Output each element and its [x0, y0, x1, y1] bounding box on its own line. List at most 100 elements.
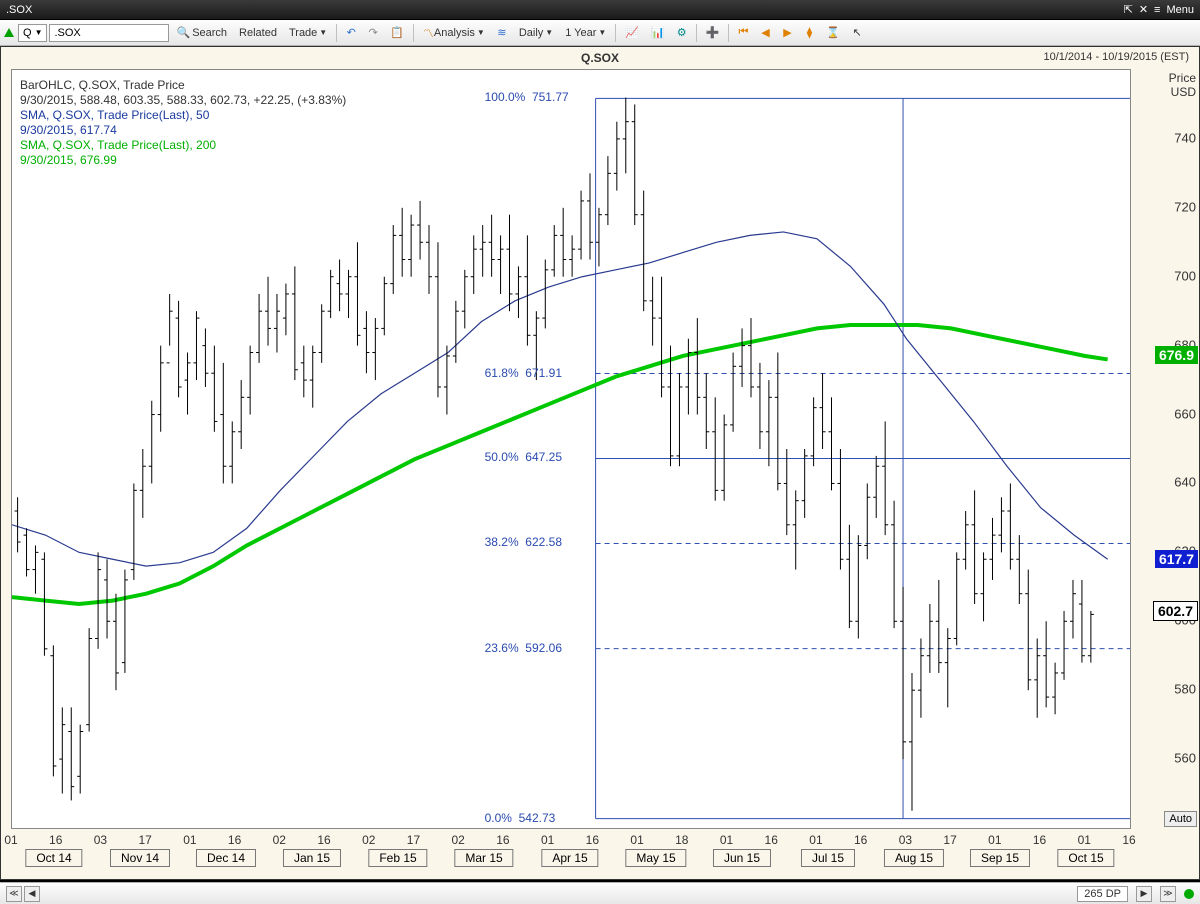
- x-tick-day: 16: [228, 833, 241, 847]
- search-button[interactable]: 🔍 Search: [171, 23, 232, 43]
- x-tick-day: 01: [541, 833, 554, 847]
- x-tick-day: 01: [4, 833, 17, 847]
- nav-first-button[interactable]: ⏮: [733, 23, 753, 43]
- date-range-label: 10/1/2014 - 10/19/2015 (EST): [1043, 51, 1189, 63]
- search-icon: 🔍: [176, 26, 190, 39]
- chart-svg: [12, 70, 1130, 828]
- x-tick-day: 17: [943, 833, 956, 847]
- x-tick-day: 01: [1078, 833, 1091, 847]
- y-tick: 640: [1174, 475, 1196, 490]
- redo-button[interactable]: ↷: [363, 23, 383, 43]
- connection-status-icon: [1184, 889, 1194, 899]
- y-axis-title: Price USD: [1169, 71, 1196, 99]
- y-tick: 560: [1174, 751, 1196, 766]
- x-tick-day: 02: [362, 833, 375, 847]
- up-arrow-icon: [4, 28, 14, 37]
- scroll-right-button[interactable]: ▶: [1136, 886, 1152, 902]
- x-axis: 01 16 03 17 01 16 02 16 02 17 02 16 01 16 01 18 01 16 01 16…: [11, 831, 1131, 879]
- y-tick: 720: [1174, 199, 1196, 214]
- symbol-input[interactable]: [49, 24, 169, 42]
- legend-ohlc-title: BarOHLC, Q.SOX, Trade Price: [20, 78, 346, 93]
- x-tick-month: Jan 15: [283, 849, 341, 867]
- fib-level-label: 100.0% 751.77: [485, 90, 569, 104]
- chart-type-button[interactable]: 📈: [620, 23, 644, 43]
- cursor-button[interactable]: ↖: [847, 23, 867, 43]
- nav-next-button[interactable]: ▶: [777, 23, 797, 43]
- legend-sma50-value: 9/30/2015, 617.74: [20, 123, 346, 138]
- x-tick-month: Aug 15: [884, 849, 944, 867]
- fib-level-label: 50.0% 647.25: [485, 450, 562, 464]
- undo-button[interactable]: ↶: [341, 23, 361, 43]
- x-tick-month: May 15: [625, 849, 686, 867]
- legend-ohlc-values: 9/30/2015, 588.48, 603.35, 588.33, 602.7…: [20, 93, 346, 108]
- nav-prev-button[interactable]: ◀: [755, 23, 775, 43]
- window-title: .SOX: [6, 4, 32, 16]
- x-tick-day: 01: [988, 833, 1001, 847]
- main-toolbar: Q ▼ 🔍 Search Related Trade▼ ↶ ↷ 📋 〽 Anal…: [0, 20, 1200, 46]
- price-flag: 602.7: [1153, 601, 1198, 621]
- legend-sma200-value: 9/30/2015, 676.99: [20, 153, 346, 168]
- window-titlebar: .SOX ⇱ ✕ ≡ Menu: [0, 0, 1200, 20]
- y-tick: 740: [1174, 130, 1196, 145]
- add-button[interactable]: ➕: [701, 23, 725, 43]
- menu-label[interactable]: Menu: [1166, 4, 1194, 16]
- x-tick-day: 16: [765, 833, 778, 847]
- x-tick-day: 18: [675, 833, 688, 847]
- x-tick-day: 16: [1122, 833, 1135, 847]
- scroll-left-button[interactable]: ◀: [24, 886, 40, 902]
- x-tick-day: 16: [496, 833, 509, 847]
- x-tick-month: Sep 15: [970, 849, 1030, 867]
- x-tick-month: Nov 14: [110, 849, 170, 867]
- x-tick-month: Jun 15: [713, 849, 771, 867]
- chart-container: Q.SOX 10/1/2014 - 10/19/2015 (EST) Price…: [0, 46, 1200, 880]
- y-tick: 700: [1174, 268, 1196, 283]
- quote-mode-selector[interactable]: Q ▼: [18, 24, 47, 42]
- indicator-button[interactable]: ≋: [492, 23, 512, 43]
- analysis-dropdown[interactable]: 〽 Analysis▼: [418, 23, 490, 43]
- x-tick-day: 16: [49, 833, 62, 847]
- x-tick-month: Oct 14: [25, 849, 82, 867]
- trade-dropdown[interactable]: Trade▼: [284, 23, 332, 43]
- related-button[interactable]: Related: [234, 23, 282, 43]
- popout-icon[interactable]: ⇱: [1124, 3, 1133, 16]
- scroll-left-fast-button[interactable]: ≪: [6, 886, 22, 902]
- x-tick-day: 16: [317, 833, 330, 847]
- x-tick-day: 02: [273, 833, 286, 847]
- legend-sma200-title: SMA, Q.SOX, Trade Price(Last), 200: [20, 138, 346, 153]
- interval-dropdown[interactable]: Daily▼: [514, 23, 558, 43]
- layers-button[interactable]: 📊: [646, 23, 670, 43]
- settings-button[interactable]: ⚙: [672, 23, 692, 43]
- x-tick-day: 16: [854, 833, 867, 847]
- timer-button[interactable]: ⌛: [821, 23, 845, 43]
- x-tick-day: 01: [720, 833, 733, 847]
- x-tick-month: Oct 15: [1057, 849, 1114, 867]
- clipboard-button[interactable]: 📋: [385, 23, 409, 43]
- price-flag: 676.9: [1155, 346, 1198, 364]
- chart-legend: BarOHLC, Q.SOX, Trade Price 9/30/2015, 5…: [20, 78, 346, 168]
- menu-icon[interactable]: ≡: [1154, 4, 1160, 16]
- datapoints-label: 265 DP: [1077, 886, 1128, 902]
- close-icon[interactable]: ✕: [1139, 3, 1148, 16]
- nav-zoom-button[interactable]: ⧫: [799, 23, 819, 43]
- x-tick-day: 16: [586, 833, 599, 847]
- x-tick-month: Mar 15: [454, 849, 513, 867]
- x-tick-month: Jul 15: [801, 849, 855, 867]
- x-tick-day: 03: [94, 833, 107, 847]
- x-tick-month: Dec 14: [196, 849, 256, 867]
- x-tick-day: 03: [899, 833, 912, 847]
- range-dropdown[interactable]: 1 Year▼: [560, 23, 611, 43]
- x-tick-day: 17: [407, 833, 420, 847]
- x-tick-day: 01: [183, 833, 196, 847]
- x-tick-day: 01: [809, 833, 822, 847]
- x-tick-day: 16: [1033, 833, 1046, 847]
- fib-level-label: 38.2% 622.58: [485, 535, 562, 549]
- y-tick: 580: [1174, 682, 1196, 697]
- legend-sma50-title: SMA, Q.SOX, Trade Price(Last), 50: [20, 108, 346, 123]
- x-tick-day: 02: [452, 833, 465, 847]
- auto-scale-button[interactable]: Auto: [1164, 811, 1197, 827]
- chart-plot-area[interactable]: BarOHLC, Q.SOX, Trade Price 9/30/2015, 5…: [11, 69, 1131, 829]
- price-flag: 617.7: [1155, 550, 1198, 568]
- fib-level-label: 23.6% 592.06: [485, 641, 562, 655]
- scroll-right-fast-button[interactable]: ≫: [1160, 886, 1176, 902]
- x-tick-day: 17: [138, 833, 151, 847]
